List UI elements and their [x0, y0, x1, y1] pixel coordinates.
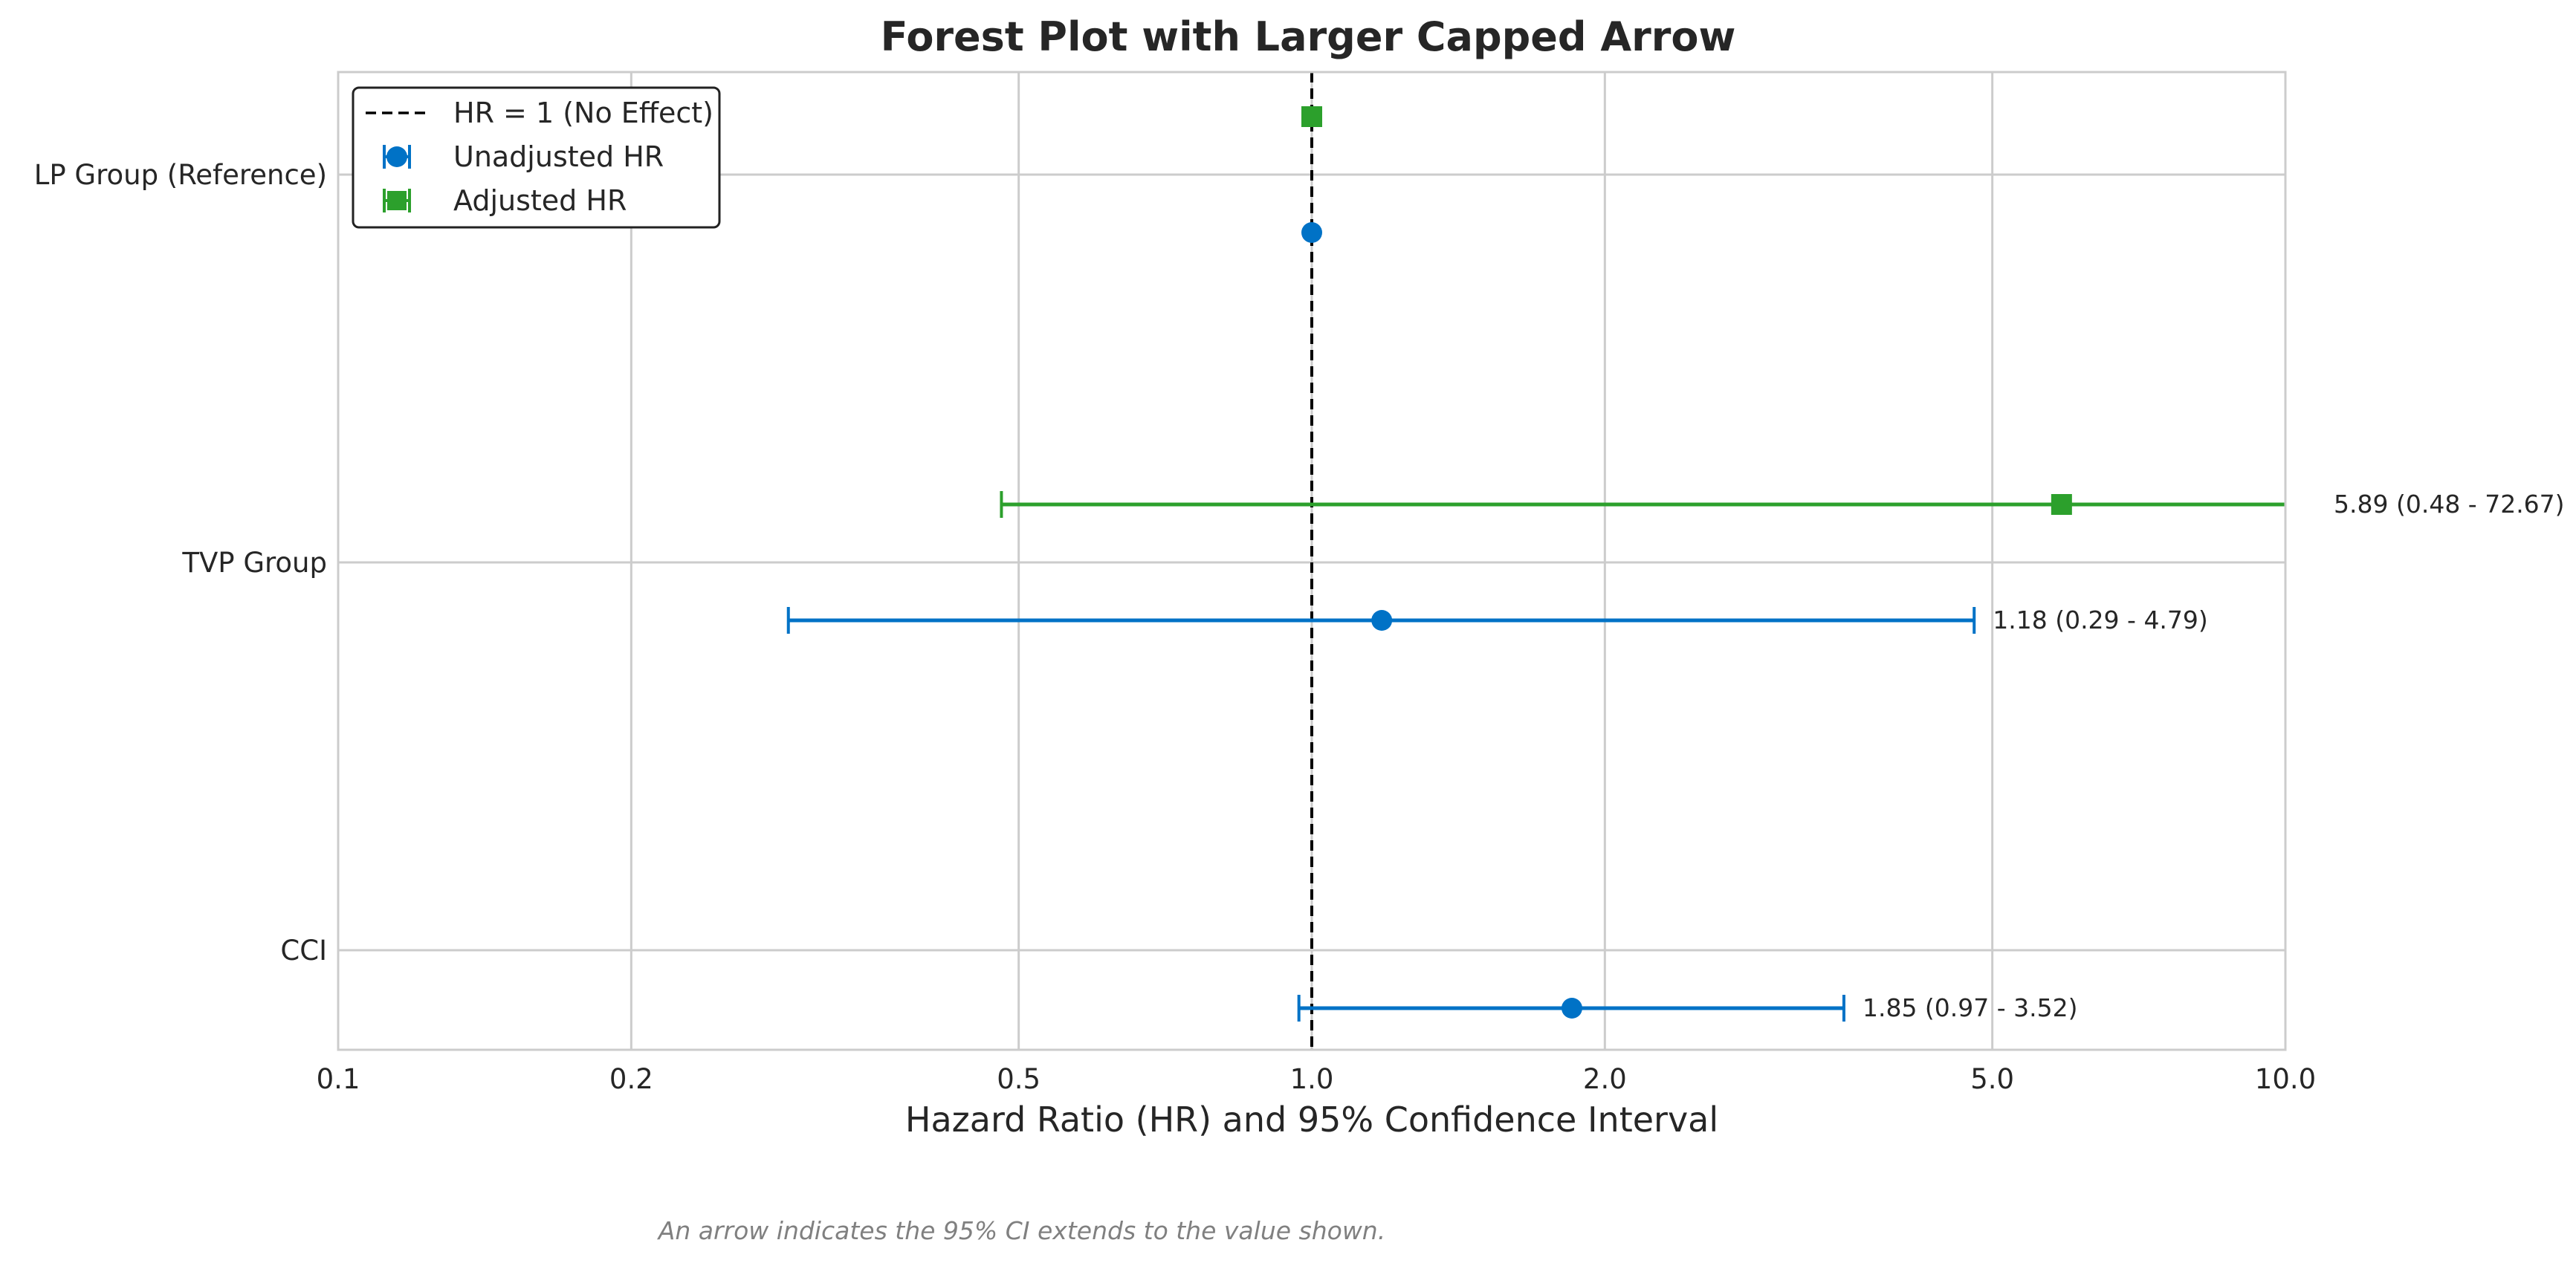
y-tick-label: CCI — [280, 935, 327, 967]
legend: HR = 1 (No Effect) Unadjusted HR Adjuste… — [352, 86, 721, 229]
y-axis-ticks: LP Group (Reference) TVP Group CCI — [34, 159, 327, 967]
x-tick-label: 10.0 — [2255, 1063, 2316, 1095]
x-axis-ticks: 0.1 0.2 0.5 1.0 2.0 5.0 10.0 — [317, 1063, 2317, 1095]
caption-note: An arrow indicates the 95% CI extends to… — [657, 1216, 1385, 1245]
legend-box — [352, 86, 721, 229]
legend-adjusted-swatch — [383, 189, 411, 212]
y-tick-label: TVP Group — [181, 547, 327, 579]
hr-ci-label: 1.18 (0.29 - 4.79) — [1993, 605, 2208, 634]
x-axis-label: Hazard Ratio (HR) and 95% Confidence Int… — [905, 1100, 1718, 1140]
hr-ci-label: 1.85 (0.97 - 3.52) — [1863, 993, 2078, 1022]
legend-label-reference: HR = 1 (No Effect) — [453, 97, 713, 129]
chart-title: Forest Plot with Larger Capped Arrow — [881, 13, 1736, 60]
unadjusted-hr-point — [1371, 610, 1393, 631]
data-marks: 5.89 (0.48 - 72.67) 1.18 (0.29 - 4.79) 1.8… — [786, 106, 2565, 1022]
legend-label-adjusted: Adjusted HR — [453, 184, 627, 217]
x-tick-label: 1.0 — [1290, 1063, 1334, 1095]
x-tick-label: 0.2 — [609, 1063, 653, 1095]
x-tick-label: 2.0 — [1583, 1063, 1627, 1095]
x-tick-label: 5.0 — [1970, 1063, 2014, 1095]
x-tick-label: 0.1 — [317, 1063, 360, 1095]
unadjusted-hr-point — [1561, 998, 1582, 1019]
unadjusted-hr-point — [1301, 222, 1322, 243]
adjusted-hr-point — [2051, 494, 2072, 515]
legend-label-unadjusted: Unadjusted HR — [453, 140, 664, 173]
y-tick-label: LP Group (Reference) — [34, 159, 327, 191]
adjusted-hr-point — [1301, 106, 1322, 127]
legend-unadjusted-swatch — [383, 145, 411, 169]
hr-ci-label: 5.89 (0.48 - 72.67) — [2334, 490, 2565, 519]
plot-frame — [337, 71, 2287, 1051]
x-tick-label: 0.5 — [997, 1063, 1041, 1095]
